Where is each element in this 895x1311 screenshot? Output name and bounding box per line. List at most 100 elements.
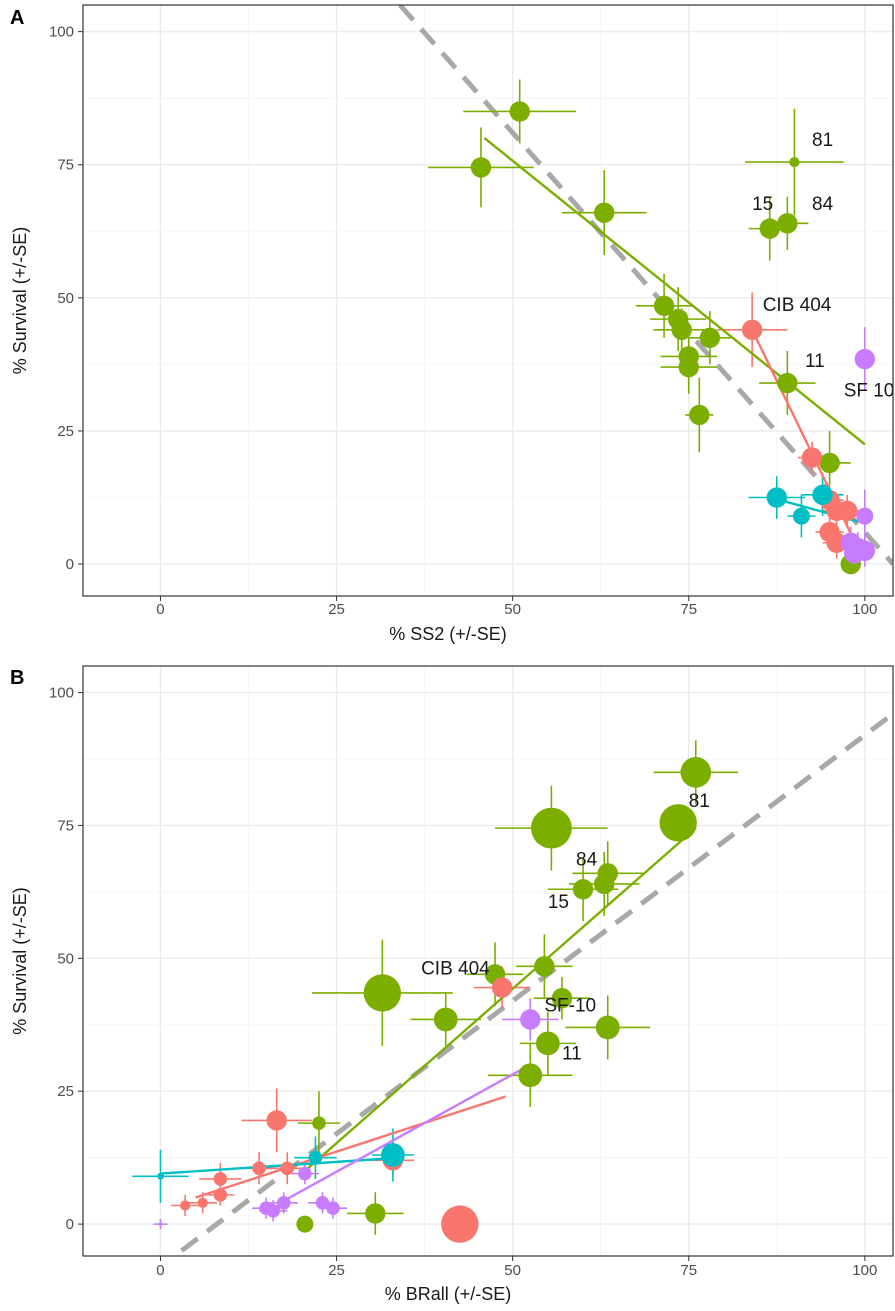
point-label: CIB 404: [763, 295, 832, 316]
y-tick-label: 75: [57, 157, 74, 174]
data-point-red: [491, 977, 513, 998]
data-point-green: [363, 974, 402, 1012]
reference-line: [398, 5, 893, 566]
data-point-cyan: [381, 1143, 405, 1167]
point-label: 81: [812, 130, 833, 151]
data-point-green: [530, 807, 572, 849]
y-tick-label: 50: [57, 950, 74, 967]
data-point-purple: [520, 1009, 541, 1030]
data-point-green: [509, 101, 530, 122]
x-tick-label: 0: [156, 601, 164, 618]
y-tick-label: 0: [66, 556, 74, 573]
y-tick-label: 50: [57, 290, 74, 307]
x-tick-label: 50: [504, 601, 521, 618]
data-point-green: [534, 956, 555, 977]
data-point-green: [365, 1203, 386, 1224]
data-point-green: [594, 873, 615, 895]
data-point-purple: [266, 1204, 280, 1218]
x-tick-label: 75: [680, 601, 697, 618]
point-label: 15: [548, 892, 569, 913]
data-point-cyan: [308, 1150, 323, 1165]
fit-line-red: [195, 1095, 506, 1199]
panel-letter: A: [10, 7, 24, 29]
y-tick-label: 100: [49, 685, 74, 702]
panel-letter: B: [10, 667, 24, 689]
data-point-red: [741, 319, 763, 340]
data-point-green: [777, 213, 798, 234]
data-point-green: [678, 356, 699, 378]
x-axis-title: % SS2 (+/-SE): [389, 624, 507, 644]
data-point-green: [653, 295, 675, 317]
plot-area: [132, 711, 893, 1253]
data-point-purple: [315, 1196, 330, 1210]
data-point-green: [535, 1031, 560, 1056]
data-point-cyan: [766, 487, 787, 508]
data-point-red: [441, 1205, 479, 1243]
data-point-red: [280, 1161, 295, 1176]
x-tick-label: 25: [328, 601, 345, 618]
data-point-green: [470, 157, 492, 178]
point-label: 84: [576, 849, 598, 870]
data-point-red: [252, 1161, 266, 1176]
data-point-green: [819, 452, 840, 474]
point-label: SF 10: [844, 380, 895, 401]
y-axis-title: % Survival (+/-SE): [10, 887, 30, 1035]
data-point-red: [197, 1197, 208, 1208]
x-tick-label: 50: [504, 1262, 521, 1279]
y-tick-label: 25: [57, 423, 74, 440]
panel-border: [82, 4, 894, 597]
y-axis-title: % Survival (+/-SE): [10, 227, 30, 375]
data-point-red: [837, 500, 858, 522]
x-tick-label: 100: [852, 1262, 877, 1279]
x-tick-label: 0: [156, 1262, 164, 1279]
data-point-purple: [854, 348, 876, 370]
fit-line-purple: [279, 1063, 531, 1204]
data-point-green: [777, 372, 798, 394]
x-tick-label: 75: [680, 1262, 697, 1279]
point-label: 11: [805, 351, 825, 372]
data-point-purple: [298, 1166, 312, 1181]
x-tick-label: 100: [852, 601, 877, 618]
data-point-green: [551, 988, 573, 1009]
data-point-green: [595, 1015, 620, 1040]
point-label: SF-10: [544, 995, 596, 1016]
data-point-red: [213, 1188, 228, 1202]
panel-a: 81 15 84 CIB 404 11 SF 10 0 25 50 75 100 0 25 50 75 100…: [10, 4, 895, 644]
data-point-green: [312, 1116, 326, 1130]
data-point-purple: [276, 1196, 291, 1210]
point-label: 84: [812, 194, 834, 215]
x-tick-label: 25: [328, 1262, 345, 1279]
data-point-red: [213, 1172, 228, 1186]
fit-line-green: [304, 827, 697, 1172]
reference-line: [180, 711, 893, 1253]
data-point-green: [572, 879, 594, 900]
x-axis-title: % BRall (+/-SE): [385, 1284, 512, 1304]
data-point-green: [689, 404, 710, 426]
fit-line-cyan: [160, 1156, 401, 1175]
data-point-green: [699, 327, 721, 348]
data-point-green: [680, 757, 712, 788]
point-label: 15: [752, 194, 773, 215]
data-point-green: [659, 804, 697, 842]
data-point-red: [826, 532, 847, 553]
data-point-red: [801, 447, 823, 468]
y-tick-label: 100: [49, 24, 74, 41]
data-point-cyan: [792, 507, 810, 525]
data-point-green: [296, 1215, 314, 1233]
panel-border: [82, 665, 894, 1257]
data-point-green: [671, 319, 692, 340]
point-label: CIB 404: [421, 958, 490, 979]
data-point-green: [789, 156, 800, 168]
y-tick-label: 25: [57, 1083, 74, 1100]
y-tick-label: 75: [57, 817, 74, 834]
data-point-purple: [856, 507, 874, 525]
data-point-green: [594, 202, 615, 223]
data-point-green: [759, 218, 780, 239]
plot-area: [398, 5, 893, 575]
data-point-red: [266, 1110, 287, 1131]
fit-line-green: [483, 137, 866, 446]
data-point-red: [180, 1200, 191, 1211]
data-point-purple: [158, 1222, 163, 1226]
